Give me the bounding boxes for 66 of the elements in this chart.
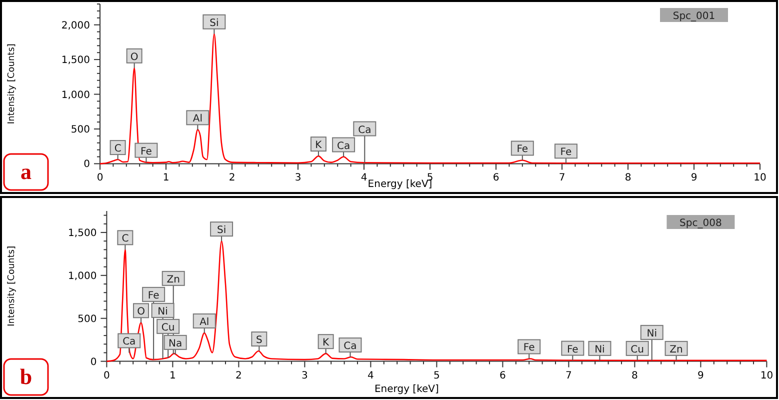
y-tick-label: 1,000 (61, 90, 90, 101)
annotation: C (114, 144, 122, 155)
annotation: K (322, 338, 330, 349)
y-axis-title: Intensity [Counts] (7, 246, 17, 326)
x-tick-label: 8 (624, 172, 632, 184)
annotation: Al (192, 114, 202, 125)
x-tick-label: 9 (690, 172, 698, 184)
x-axis-title: Energy [keV] (368, 179, 432, 190)
annotation: C (122, 234, 129, 245)
annotation: Ca (358, 124, 372, 136)
x-tick-label: 4 (368, 370, 374, 382)
x-tick-label: 3 (294, 172, 302, 184)
annotation: Spc_001 (672, 11, 716, 22)
x-tick-label: 10 (760, 370, 774, 382)
annotation: Si (216, 225, 226, 236)
x-tick-label: 7 (566, 370, 572, 382)
y-tick-label: 1,000 (68, 270, 97, 282)
x-tick-label: 0 (104, 370, 110, 382)
annotation: Al (200, 316, 210, 328)
x-tick-label: 5 (434, 370, 440, 382)
annotation: Si (210, 18, 219, 29)
annotation: Cu (630, 344, 644, 356)
annotation: S (256, 334, 262, 346)
annotation: Ni (646, 328, 657, 340)
annotation: Ca (336, 140, 350, 152)
x-axis-title: Energy [keV] (374, 384, 440, 395)
text: b (20, 364, 32, 389)
annotation: O (130, 52, 138, 63)
annotation: Ca (344, 341, 357, 352)
annotation: K (315, 140, 322, 152)
y-tick-label: 1,500 (68, 228, 97, 239)
annotation: Na (168, 338, 182, 350)
y-tick-label: 0 (84, 159, 90, 170)
x-tick-label: 9 (698, 370, 704, 382)
y-tick-label: 0 (90, 356, 97, 368)
annotation: Ni (594, 344, 605, 356)
y-tick-label: 500 (78, 314, 97, 325)
x-tick-label: 2 (236, 370, 242, 382)
annotation: Fe (516, 144, 528, 156)
annotation: Fe (523, 342, 535, 354)
y-tick-label: 2,000 (61, 20, 90, 32)
annotation: Fe (140, 146, 152, 158)
x-tick-label: 6 (492, 172, 500, 184)
annotation: O (137, 306, 146, 318)
y-axis-title: Intensity [Counts] (7, 44, 17, 124)
annotation: Ni (158, 306, 168, 318)
annotation: Zn (166, 274, 180, 286)
x-tick-label: 8 (632, 370, 638, 382)
annotation: Fe (566, 344, 578, 356)
text: a (20, 159, 32, 184)
x-tick-label: 4 (360, 172, 368, 184)
annotation: Cu (161, 322, 175, 334)
x-tick-label: 6 (500, 370, 506, 382)
annotation: Fe (560, 147, 572, 158)
x-tick-label: 1 (162, 172, 170, 184)
x-tick-label: 2 (228, 172, 236, 184)
x-tick-label: 1 (170, 370, 176, 382)
y-tick-label: 500 (70, 124, 90, 136)
annotation: Fe (148, 290, 160, 302)
annotation: Zn (670, 344, 683, 356)
y-tick-label: 1,500 (61, 55, 90, 66)
annotation: Ca (122, 336, 136, 348)
annotation: Spc_008 (680, 218, 722, 229)
x-tick-label: 3 (302, 370, 308, 382)
x-tick-label: 10 (754, 172, 766, 184)
x-tick-label: 7 (558, 172, 566, 184)
